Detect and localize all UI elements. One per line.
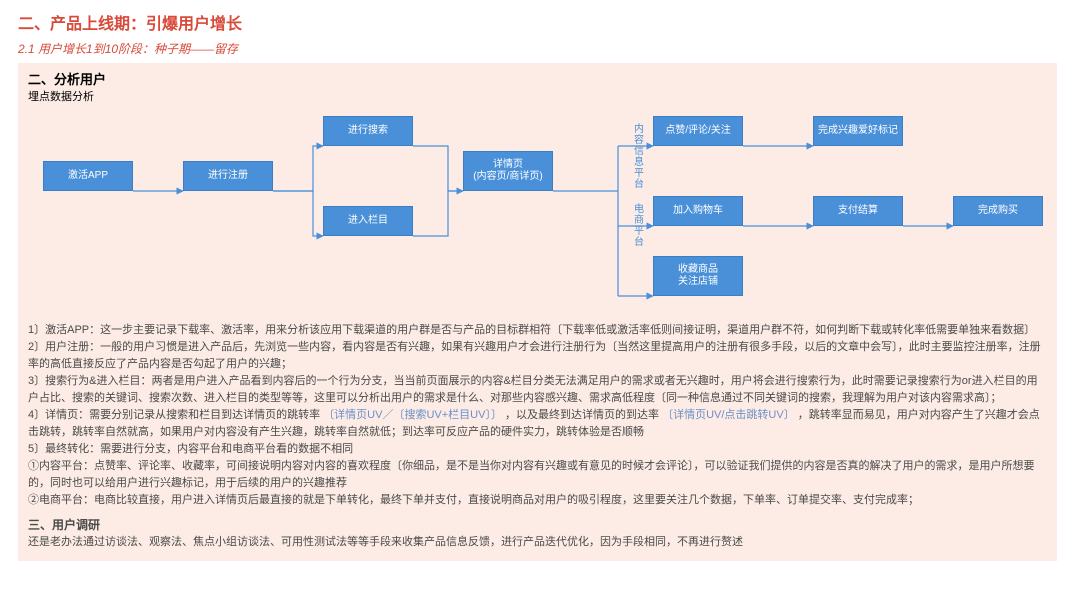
panel-head-1: 二、分析用户 [28, 69, 1047, 88]
p4-link2: 〔详情页UV/点击跳转UV〕 [662, 409, 795, 421]
p5: 5〕最终转化：需要进行分支，内容平台和电商平台看的数据不相同 [28, 441, 1047, 458]
p4b: ，以及最终到达详情页的到达率 [505, 409, 659, 421]
edge [413, 146, 463, 191]
node-n_search: 进行搜索 [323, 116, 413, 146]
node-n_cart: 加入购物车 [653, 196, 743, 226]
node-n_column: 进入栏目 [323, 206, 413, 236]
edge [273, 191, 323, 236]
title-sub: 2.1 用户增长1到10阶段：种子期——留存 [18, 40, 1057, 57]
node-n_interest: 完成兴趣爱好标记 [813, 116, 903, 146]
node-n_activate: 激活APP [43, 161, 133, 191]
vlabel-vl2: 电 商 平 台 [633, 204, 645, 248]
p6: ①内容平台：点赞率、评论率、收藏率，可间接说明内容对内容的喜欢程度〔你细品，是不… [28, 458, 1047, 492]
p2: 2〕用户注册：一般的用户习惯是进入产品后，先浏览一些内容，看内容是否有兴趣，如果… [28, 339, 1047, 373]
node-n_pay: 支付结算 [813, 196, 903, 226]
node-n_like: 点赞/评论/关注 [653, 116, 743, 146]
p7: ②电商平台：电商比较直接，用户进入详情页后最直接的就是下单转化，最终下单并支付，… [28, 492, 1047, 509]
vlabel-vl1: 内 容 信 息 平 台 [633, 124, 645, 190]
p4-link1: 〔详情页UV／〔搜索UV+栏目UV〕〕 [323, 409, 502, 421]
node-n_register: 进行注册 [183, 161, 273, 191]
edge [273, 146, 323, 191]
p4a: 4〕详情页：需要分别记录从搜索和栏目到达详情页的跳转率 [28, 409, 320, 421]
node-n_detail: 详情页 (内容页/商详页) [463, 151, 553, 191]
node-n_buy: 完成购买 [953, 196, 1043, 226]
panel-head-2: 埋点数据分析 [28, 88, 1047, 104]
p8: 还是老办法通过访谈法、观察法、焦点小组访谈法、可用性测试法等等手段来收集产品信息… [28, 534, 1047, 551]
flowchart: 激活APP进行注册进行搜索进入栏目详情页 (内容页/商详页)点赞/评论/关注完成… [28, 106, 1048, 316]
title-main: 二、产品上线期：引爆用户增长 [18, 10, 1057, 34]
section-3: 三、用户调研 [28, 516, 1047, 535]
panel: 二、分析用户 埋点数据分析 激活APP 进行注册 进行搜索进入栏目 详情页 (内容页/… [18, 63, 1057, 561]
p1: 1〕激活APP：这一步主要记录下载率、激活率，用来分析该应用下载渠道的用户群是否… [28, 324, 1035, 336]
body-text: 1〕激活APP：这一步主要记录下载率、激活率，用来分析该应用下载渠道的用户群是否… [28, 322, 1047, 551]
node-n_fav: 收藏商品 关注店铺 [653, 256, 743, 296]
p3: 3〕搜索行为&进入栏目：两者是用户进入产品看到内容后的一个行为分支，当当前页面展… [28, 373, 1047, 407]
edge [413, 191, 463, 236]
